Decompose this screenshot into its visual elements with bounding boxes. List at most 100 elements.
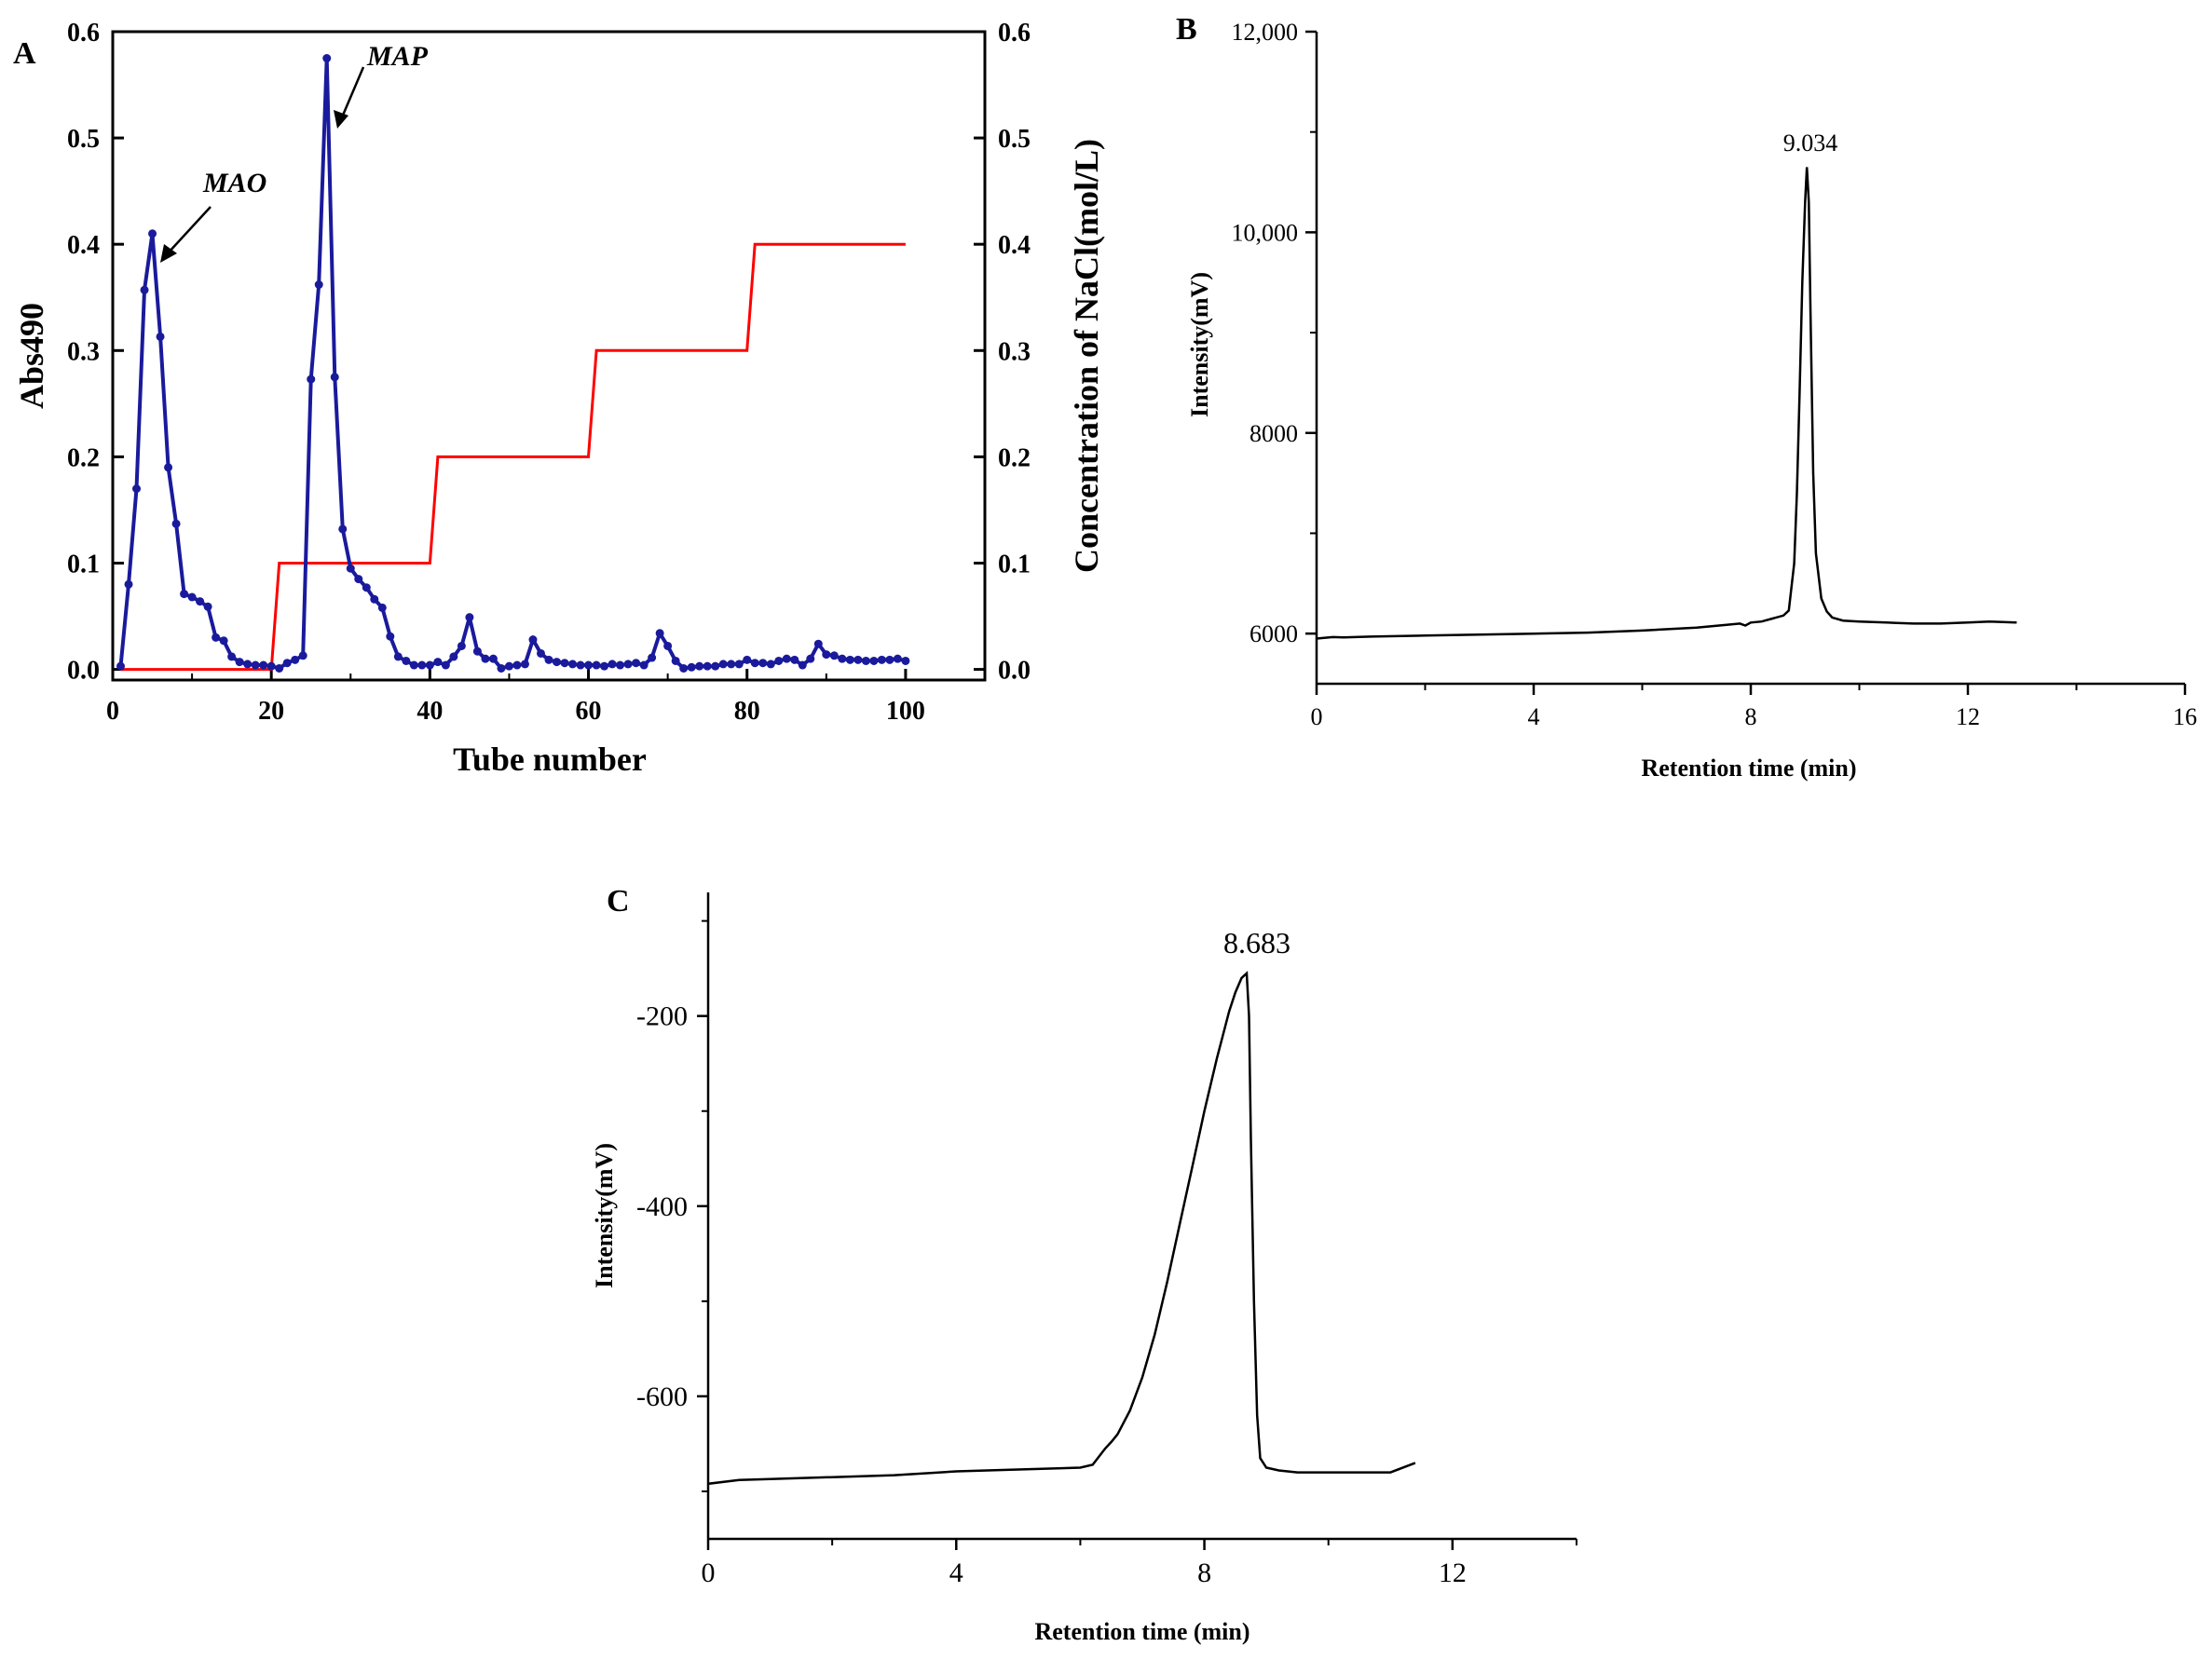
y-tick-label: 10,000 — [1232, 219, 1299, 246]
panel-b-letter: B — [1176, 12, 1197, 47]
abs490-point — [663, 641, 673, 650]
abs490-point — [472, 646, 482, 656]
y2-tick-label: 0.2 — [998, 443, 1031, 472]
chromatogram-c-line — [707, 971, 1416, 1486]
abs490-point — [743, 655, 752, 664]
abs490-point — [124, 579, 133, 589]
abs490-point — [845, 655, 854, 664]
panel-b-y-title: Intensity(mV) — [1186, 272, 1213, 417]
y2-tick-label: 0.4 — [998, 231, 1031, 260]
y-tick-label: 12,000 — [1232, 19, 1299, 46]
abs490-point — [750, 659, 759, 668]
abs490-point — [171, 519, 181, 528]
abs490-point — [322, 54, 332, 63]
abs490-point — [822, 650, 831, 660]
abs490-point — [386, 632, 395, 641]
x-tick-label: 12 — [1439, 1558, 1467, 1588]
abs490-point — [790, 655, 799, 664]
panel-b-x-title: Retention time (min) — [1641, 755, 1856, 782]
panel-c-letter: C — [607, 884, 630, 918]
abs490-point — [346, 564, 355, 573]
abs490-point — [655, 629, 664, 638]
abs490-point — [568, 660, 578, 669]
abs490-point — [156, 332, 165, 341]
abs490-point — [449, 652, 458, 661]
abs490-point — [497, 663, 506, 673]
abs490-point — [481, 654, 490, 663]
abs490-point — [536, 648, 545, 658]
chromatogram-b-line — [1316, 167, 2017, 640]
abs490-point — [132, 484, 142, 494]
panel-a-y2-axis: 0.0 0.1 0.2 0.3 0.4 0.5 0.6 — [974, 19, 1031, 686]
abs490-point — [433, 658, 443, 667]
x-tick-label: 4 — [949, 1558, 963, 1588]
panel-a-letter: A — [13, 36, 36, 71]
abs490-point — [616, 660, 625, 670]
abs490-point — [861, 656, 870, 665]
y-tick-label: 0.0 — [67, 657, 100, 686]
mao-arrow — [167, 206, 212, 254]
abs490-point — [528, 635, 538, 645]
y2-tick-label: 0.1 — [998, 550, 1031, 578]
panel-c-x-title: Retention time (min) — [1034, 1618, 1249, 1645]
map-label: MAP — [366, 41, 429, 72]
abs490-point — [877, 655, 886, 664]
x-tick-label: 8 — [1745, 703, 1757, 730]
abs490-point — [813, 639, 823, 648]
panel-a-y-axis: 0.0 0.1 0.2 0.3 0.4 0.5 0.6 — [67, 19, 124, 686]
abs490-point — [600, 661, 609, 671]
abs490-point — [307, 374, 316, 384]
abs490-point — [838, 654, 847, 663]
abs490-point — [687, 662, 696, 672]
abs490-point — [869, 656, 879, 665]
y-tick-label: 0.3 — [67, 337, 100, 366]
x-tick-label: 80 — [734, 697, 760, 726]
abs490-point — [291, 655, 300, 664]
y-tick-label: 0.5 — [67, 125, 100, 154]
abs490-point — [584, 660, 594, 670]
panel-a-y-title: Abs490 — [13, 303, 50, 409]
abs490-point — [212, 633, 221, 642]
abs490-point — [766, 660, 775, 669]
abs490-point — [235, 658, 244, 667]
abs490-point — [639, 660, 649, 670]
abs490-point — [592, 660, 601, 670]
abs490-point — [275, 663, 284, 673]
abs490-point — [671, 656, 680, 665]
abs490-point — [623, 660, 633, 669]
x-tick-label: 8 — [1197, 1558, 1211, 1588]
abs490-point — [608, 660, 617, 669]
abs490-point — [227, 652, 237, 661]
y2-tick-label: 0.6 — [998, 19, 1031, 48]
mao-label: MAO — [202, 168, 266, 198]
abs490-point — [243, 660, 253, 669]
panel-b: B 6000 8000 10,000 12,000 0 4 8 12 16 9.034 Ret… — [1176, 12, 2197, 782]
abs490-point — [560, 659, 569, 668]
abs490-point — [393, 652, 403, 661]
panel-a-y2-title: Concentration of NaCl(mol/L) — [1068, 139, 1105, 573]
abs490-point — [338, 524, 348, 534]
panel-b-plot-area — [1316, 167, 2017, 640]
panel-a-x-axis: 0 20 40 60 80 100 — [106, 669, 925, 726]
y-tick-label: 8000 — [1249, 420, 1298, 447]
abs490-point — [504, 661, 513, 671]
x-tick-label: 16 — [2173, 703, 2197, 730]
y-tick-label: -400 — [636, 1191, 688, 1222]
abs490-point — [727, 660, 736, 669]
abs490-point — [901, 656, 910, 665]
x-tick-label: 40 — [416, 697, 443, 726]
abs490-point — [885, 655, 894, 664]
nacl-line — [120, 242, 906, 672]
abs490-point — [853, 655, 863, 664]
abs490-point — [734, 660, 744, 669]
abs490-point — [148, 229, 157, 238]
panel-a-frame — [111, 30, 987, 682]
abs490-point — [409, 660, 418, 670]
abs490-point — [330, 373, 339, 382]
abs490-point — [893, 654, 902, 663]
abs490-point — [718, 660, 728, 669]
abs490-line — [118, 58, 907, 671]
abs490-point — [806, 654, 815, 663]
abs490-point — [703, 661, 712, 671]
